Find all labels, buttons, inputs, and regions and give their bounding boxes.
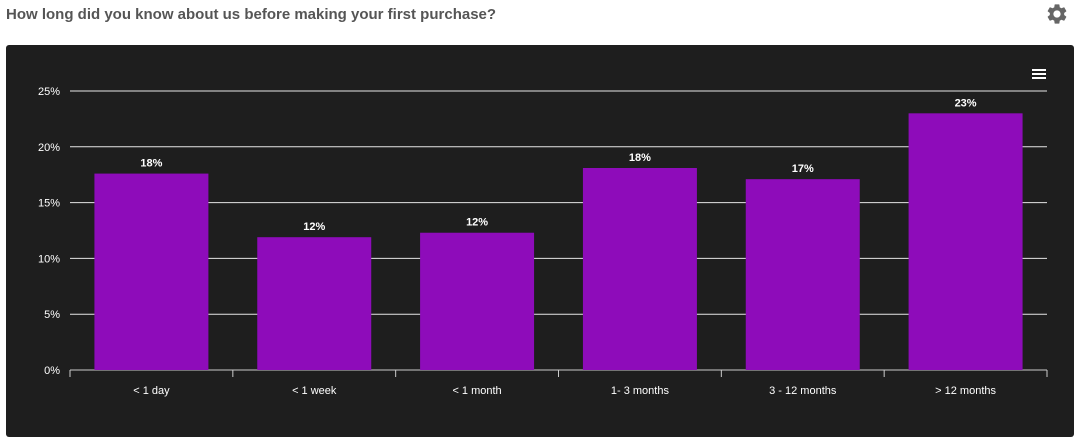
data-label: 18% [629,152,651,164]
data-label: 17% [792,163,814,175]
x-tick-label: < 1 day [133,385,170,397]
x-tick-label: 3 - 12 months [769,385,837,397]
bar [94,173,209,370]
x-tick-label: < 1 month [452,385,501,397]
gear-icon[interactable] [1045,2,1069,26]
bar [745,179,860,370]
y-tick-label: 10% [38,253,60,265]
x-tick-label: > 12 months [935,385,996,397]
bar [257,237,372,370]
bar [420,232,535,370]
x-tick-label: 1- 3 months [611,385,670,397]
y-tick-label: 25% [38,86,60,98]
y-tick-label: 20% [38,142,60,154]
data-label: 12% [466,217,488,229]
hamburger-menu-icon[interactable] [1026,63,1052,85]
x-tick-label: < 1 week [292,385,337,397]
y-tick-label: 0% [44,365,60,377]
y-tick-label: 15% [38,198,60,210]
y-tick-label: 5% [44,309,60,321]
bar [582,168,697,370]
page-title: How long did you know about us before ma… [6,6,497,23]
data-label: 12% [303,221,325,233]
bar [908,113,1023,370]
data-label: 23% [955,97,977,109]
data-label: 18% [140,158,162,170]
